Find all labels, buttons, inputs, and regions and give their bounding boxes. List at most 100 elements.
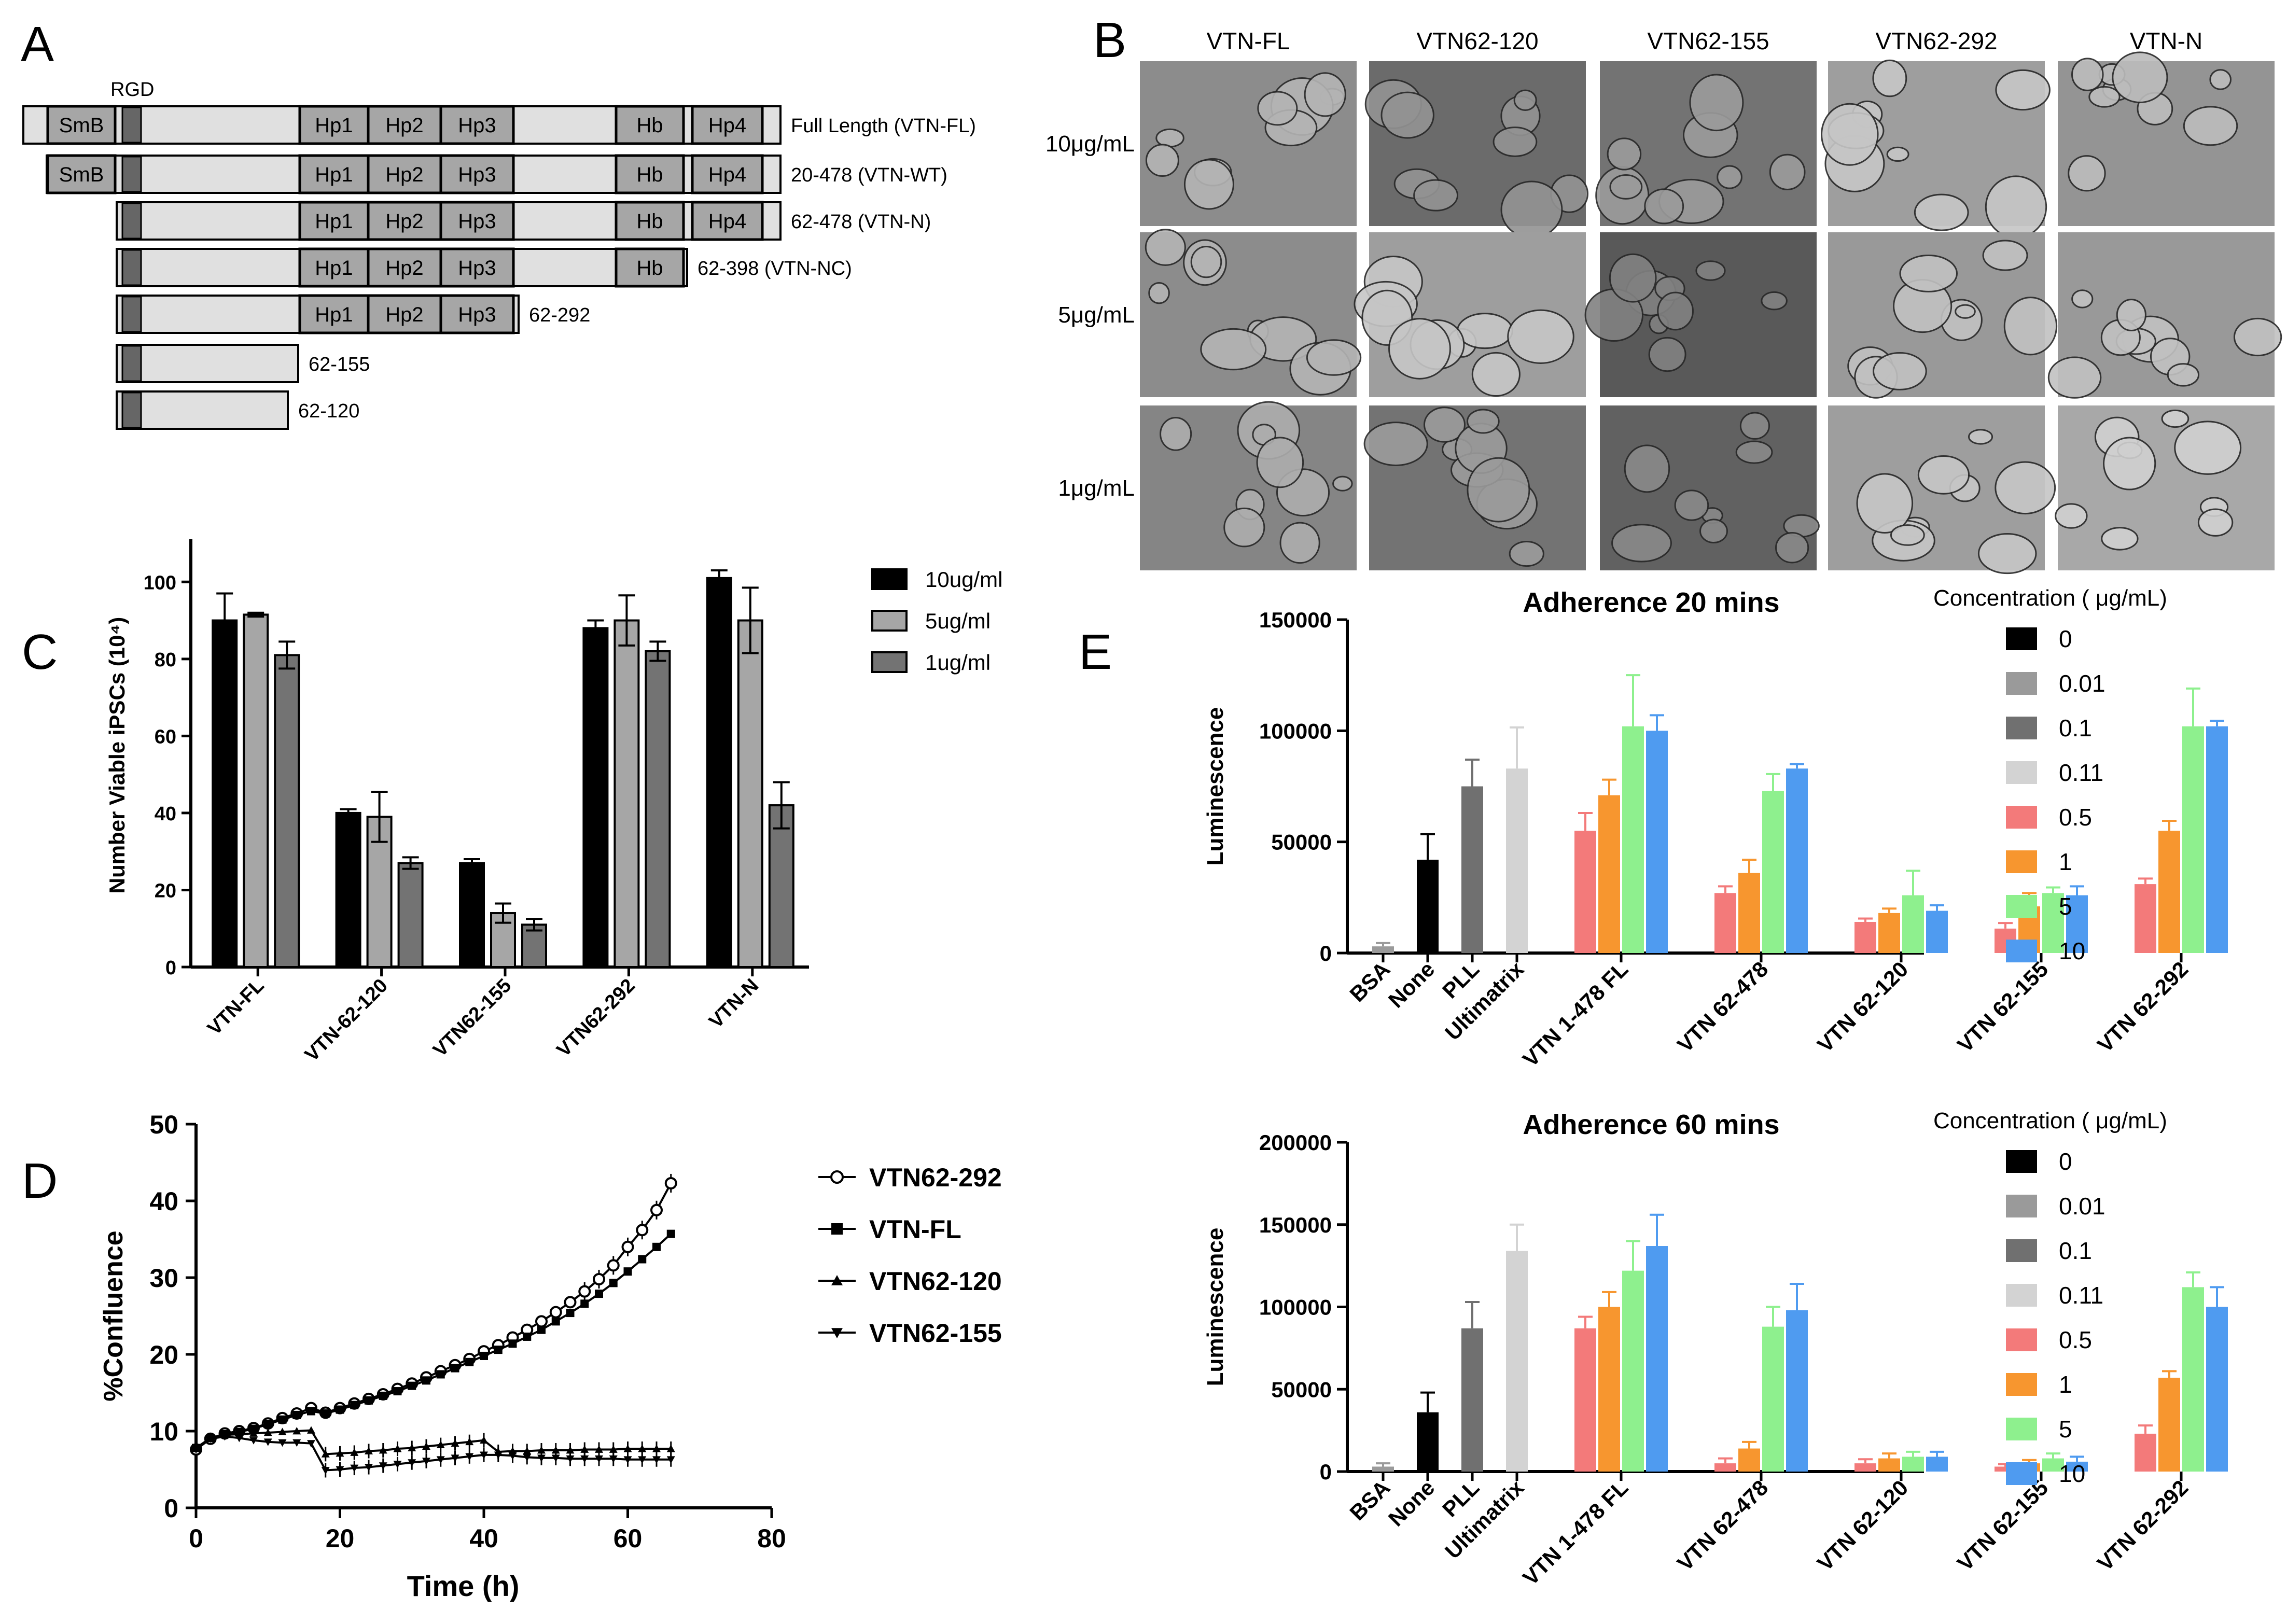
rgd-motif	[121, 156, 142, 193]
y-tick-label: 100000	[1259, 719, 1332, 743]
data-point	[365, 1447, 373, 1454]
cell-colony	[2103, 437, 2156, 491]
panel-letter-d: D	[22, 1153, 58, 1209]
domain-box	[615, 247, 685, 288]
cell-colony	[1735, 440, 1773, 464]
micrograph-cell	[1140, 401, 1357, 570]
rgd-motif	[121, 345, 142, 382]
legend-label: 10	[2059, 937, 2085, 964]
domain-box	[367, 247, 442, 288]
y-tick-label: 200000	[1259, 1130, 1332, 1155]
construct-label: 62-155	[309, 354, 370, 375]
y-tick-label: 0	[165, 957, 176, 979]
y-tick-label: 80	[155, 649, 176, 671]
data-point	[609, 1455, 618, 1463]
cell-colony	[1304, 72, 1346, 117]
cell-colony	[1471, 352, 1521, 397]
cell-colony	[1456, 313, 1513, 349]
legend-label: 0.5	[2059, 804, 2092, 831]
domain-box	[46, 105, 117, 145]
x-tick-label: None	[1384, 1475, 1439, 1531]
bar	[2158, 831, 2180, 953]
cell-colony	[1739, 412, 1770, 440]
data-point	[636, 1224, 649, 1237]
domain-label: Hp2	[385, 210, 423, 233]
bar	[243, 613, 269, 968]
micrograph-cell	[1363, 405, 1586, 570]
data-point	[278, 1415, 287, 1424]
cell-colony	[1821, 103, 1879, 166]
cell-colony	[2174, 421, 2242, 475]
data-point	[336, 1449, 344, 1457]
micrograph-cell	[1584, 232, 1817, 397]
legend-swatch	[871, 651, 908, 673]
micrograph-cell	[2055, 405, 2275, 570]
legend-swatch	[2006, 806, 2037, 829]
row-label: 10μg/mL	[1045, 131, 1135, 157]
bar	[274, 654, 300, 968]
series-group	[192, 1433, 675, 1478]
data-point	[422, 1458, 430, 1465]
domain-label: Hp1	[315, 114, 353, 137]
bar	[1714, 893, 1736, 953]
domain-label: Hp1	[315, 257, 353, 279]
legend-label: 0.01	[2059, 1193, 2105, 1220]
legend-label: 0	[2059, 625, 2072, 652]
panel-e-adherence-20-chart: Adherence 20 mins 0 50000 100000 150000 Lumin…	[1203, 585, 2228, 1072]
legend-swatch	[2006, 1195, 2037, 1217]
cell-colony	[1775, 531, 1809, 564]
column-label: VTN-N	[2130, 27, 2203, 54]
x-tick-label: VTN 62-120	[1812, 1475, 1913, 1575]
data-point	[393, 1445, 402, 1452]
y-tick-label: 50000	[1271, 830, 1332, 855]
data-point	[336, 1466, 344, 1474]
domain-box	[298, 154, 370, 194]
series-line	[195, 1429, 671, 1455]
domain-label: Hp3	[458, 163, 496, 186]
x-tick-label: VTN 1-478 FL	[1518, 1475, 1633, 1590]
micrograph-cell	[1828, 405, 2056, 575]
cell-colony	[2047, 356, 2102, 399]
legend-label: 0.5	[2059, 1326, 2092, 1353]
construct-bar	[116, 390, 289, 430]
x-tick-label: VTN 62-478	[1672, 957, 1773, 1057]
data-point	[623, 1456, 632, 1464]
rgd-motif	[121, 249, 142, 286]
bar	[2206, 726, 2228, 953]
y-tick-label: 50000	[1271, 1377, 1332, 1402]
cell-colony	[1995, 69, 2051, 111]
panel-b-micrograph-grid: VTN-FL VTN62-120 VTN62-155 VTN62-292 VTN-N 10…	[1045, 27, 2282, 575]
legend-label: 0.01	[2059, 670, 2105, 697]
x-axis-title: Time (h)	[407, 1570, 520, 1602]
cell-colony	[1985, 175, 2047, 239]
data-point	[465, 1357, 474, 1366]
data-point	[652, 1456, 661, 1464]
data-point	[263, 1420, 272, 1429]
legend-swatch	[2006, 850, 2037, 873]
cell-colony	[2003, 297, 2058, 356]
bar	[1598, 795, 1620, 953]
data-point	[192, 1446, 200, 1454]
legend-swatch	[2006, 672, 2037, 695]
cell-colony	[1467, 409, 1500, 434]
column-label: VTN62-120	[1416, 27, 1538, 54]
data-point	[307, 1407, 315, 1416]
bar	[1372, 946, 1394, 953]
cell-colony	[1624, 444, 1670, 493]
data-point	[321, 1409, 330, 1418]
cell-colony	[1332, 475, 1353, 492]
rgd-motif	[121, 391, 142, 429]
cell-colony	[1761, 291, 1788, 311]
cell-colony	[2088, 86, 2121, 108]
bar	[1574, 831, 1596, 953]
domain-label: Hp1	[315, 210, 353, 233]
construct-label: Full Length (VTN-FL)	[791, 115, 976, 137]
legend-swatch	[2006, 717, 2037, 739]
bar	[706, 577, 732, 968]
legend-swatch	[2006, 1418, 2037, 1440]
data-point	[422, 1376, 430, 1385]
bar	[2135, 884, 2156, 953]
construct-label: 20-478 (VTN-WT)	[791, 164, 947, 186]
legend-label: 1	[2059, 848, 2072, 875]
